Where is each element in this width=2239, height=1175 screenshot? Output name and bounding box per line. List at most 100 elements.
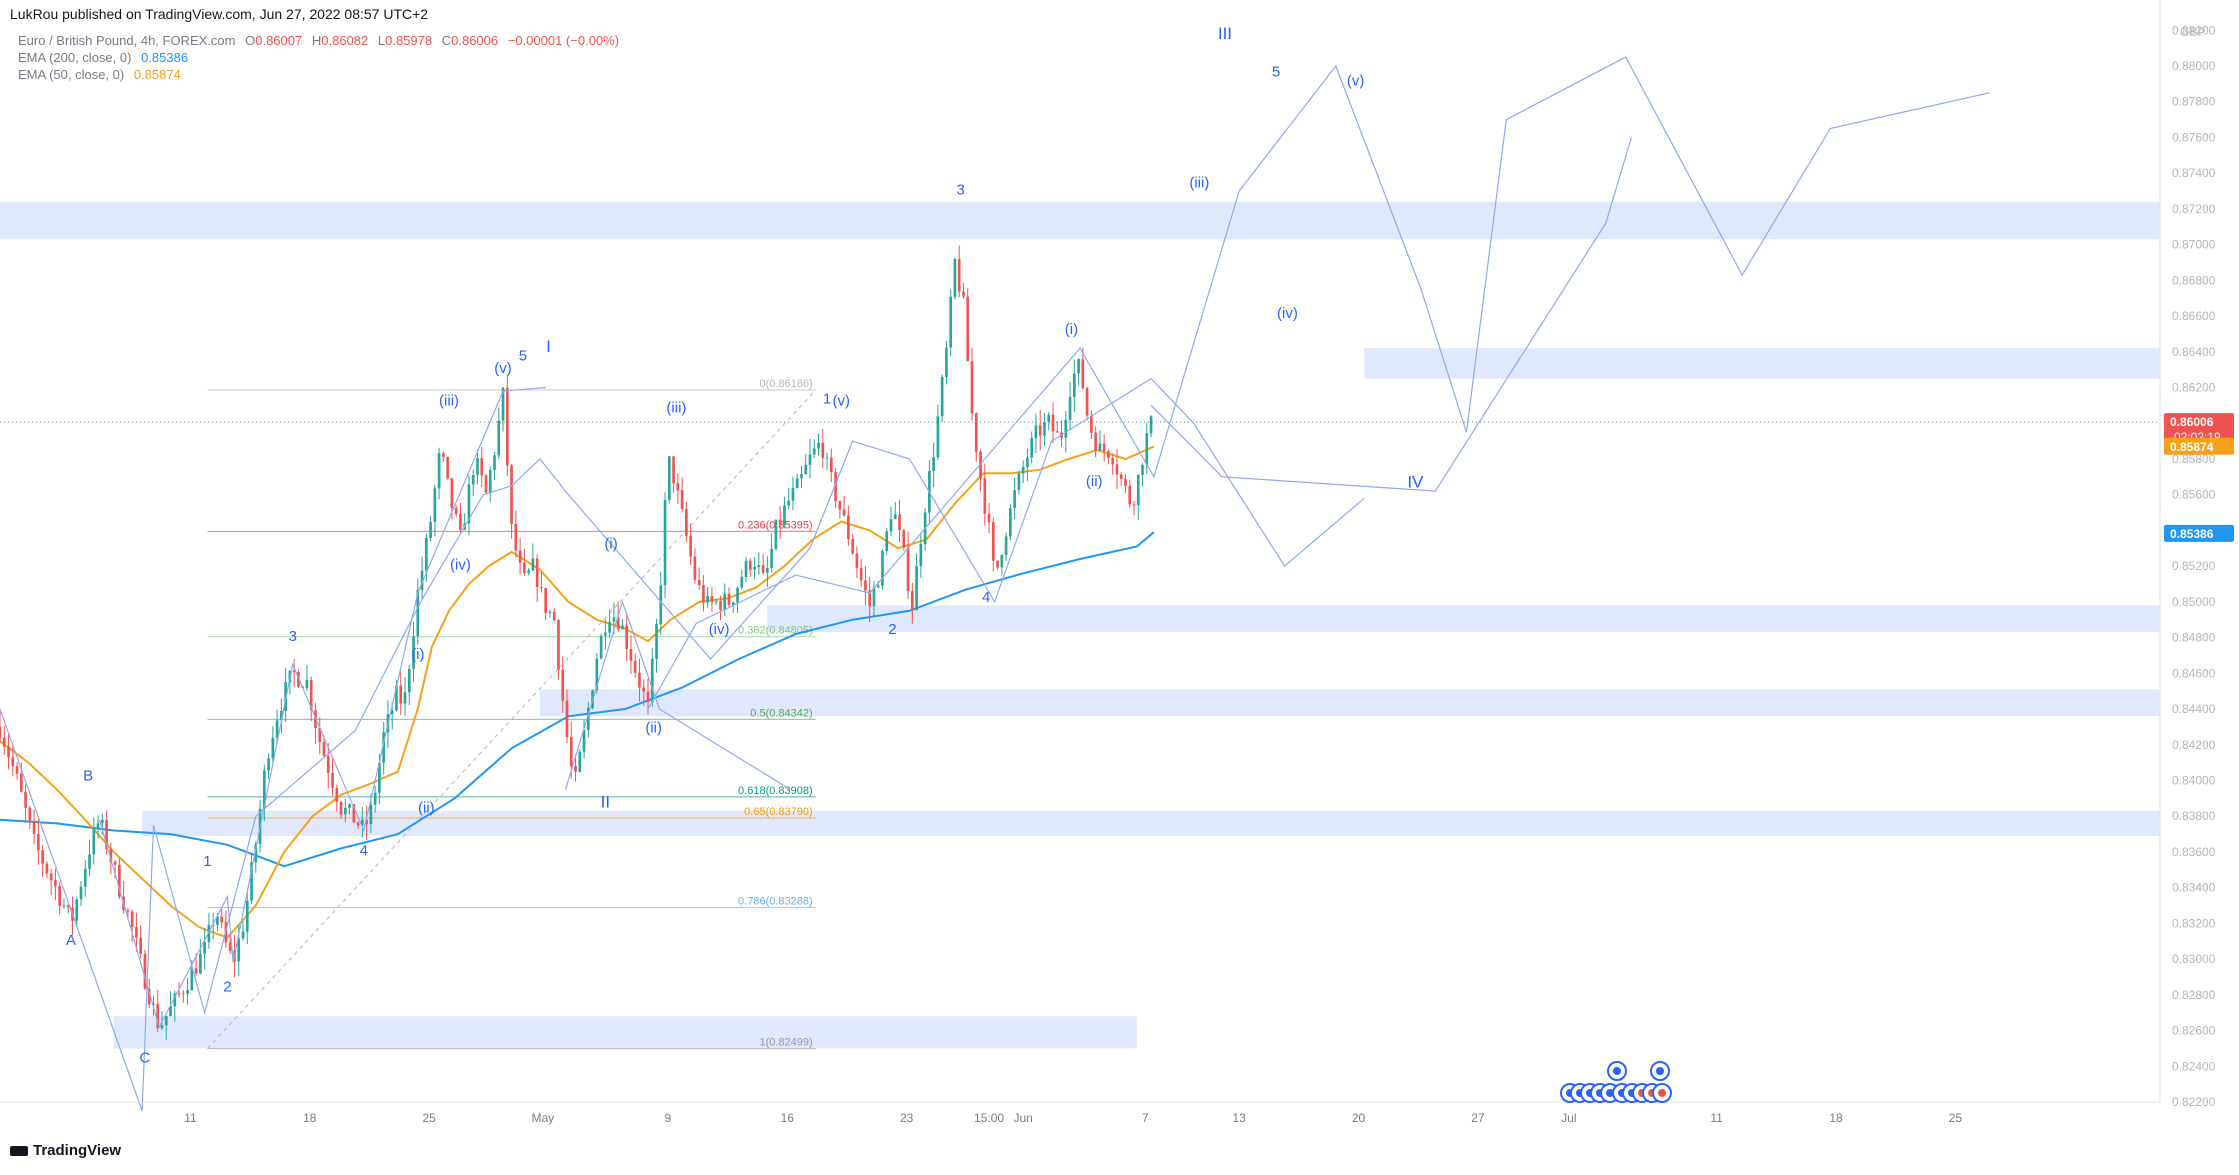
candle-down: [28, 807, 32, 821]
candle-down: [147, 988, 151, 1005]
candle-up: [872, 587, 876, 607]
candle-down: [646, 691, 650, 703]
price-tick-label: 0.84200: [2172, 738, 2216, 752]
candle-down: [838, 501, 842, 510]
price-tag-box: [2164, 437, 2234, 455]
candle-down: [450, 478, 454, 509]
tradingview-logo[interactable]: TradingView: [10, 1142, 121, 1159]
candle-up: [190, 968, 194, 991]
candle-up: [199, 953, 202, 974]
price-tick-label: 0.86600: [2172, 309, 2216, 323]
ema200-legend[interactable]: EMA (200, close, 0) 0.85386: [18, 50, 188, 65]
candle-up: [1064, 419, 1068, 438]
candle-down: [834, 471, 837, 502]
price-axis-bg: [2160, 0, 2239, 1170]
candle-down: [859, 567, 863, 581]
candle-up: [753, 567, 756, 570]
candle-down: [318, 727, 322, 742]
candle-down: [326, 755, 330, 773]
symbol-name: Euro / British Pound, 4h, FOREX.com: [18, 33, 236, 48]
candle-down: [855, 553, 859, 568]
candle-up: [531, 558, 535, 571]
candle-up: [497, 420, 501, 456]
candle-down: [11, 757, 15, 767]
symbol-legend[interactable]: Euro / British Pound, 4h, FOREX.com O0.8…: [18, 33, 619, 48]
wave-label: 3: [956, 182, 964, 199]
price-tick-label: 0.87000: [2172, 238, 2216, 252]
candle-down: [1055, 431, 1059, 433]
time-tick-label: 25: [1949, 1111, 1963, 1125]
event-flag-dot-icon: [1656, 1067, 1664, 1075]
fib-trend-line: [207, 389, 817, 1049]
event-flag-dot-icon: [1658, 1089, 1666, 1097]
candle-down: [987, 513, 991, 523]
candle-down: [505, 387, 509, 466]
candle-down: [442, 453, 445, 457]
candle-down: [130, 911, 134, 927]
candle-down: [523, 562, 526, 574]
candle-up: [774, 519, 778, 549]
wave-label: 5: [519, 348, 527, 365]
ema50-line: [0, 445, 1155, 939]
price-tick-label: 0.84600: [2172, 666, 2216, 680]
candle-down: [719, 601, 722, 611]
ema50-legend[interactable]: EMA (50, close, 0) 0.85874: [18, 67, 181, 82]
candle-down: [143, 953, 147, 989]
candle-up: [373, 792, 377, 805]
candle-down: [1132, 504, 1136, 506]
candle-down: [454, 508, 458, 515]
fib-level-label: 0(0.86186): [759, 378, 812, 390]
candle-down: [633, 660, 637, 673]
fib-level-label: 0.5(0.84342): [750, 707, 812, 719]
candle-up: [1047, 414, 1051, 423]
candle-down: [1102, 443, 1106, 452]
candle-up: [612, 617, 616, 622]
time-tick-label: 18: [1829, 1111, 1843, 1125]
candle-up: [608, 621, 611, 633]
candle-up: [395, 685, 398, 711]
candle-down: [565, 700, 569, 738]
wave-label: 2: [888, 621, 896, 638]
candle-down: [778, 519, 782, 525]
candle-up: [599, 635, 603, 659]
candle-down: [335, 787, 339, 802]
candle-down: [902, 530, 906, 548]
ohlc-high: 0.86082: [321, 33, 369, 48]
candle-down: [535, 558, 539, 588]
candle-down: [676, 483, 680, 491]
price-tag-value: 0.85386: [2170, 527, 2214, 541]
wave-label: (ii): [418, 800, 435, 817]
wave-label: 1: [203, 853, 211, 870]
candle-up: [424, 538, 428, 571]
candle-up: [245, 900, 249, 932]
candle-up: [706, 596, 710, 603]
candle-up: [578, 751, 582, 772]
candle-up: [493, 455, 496, 470]
price-tick-label: 0.83400: [2172, 881, 2216, 895]
candle-down: [616, 617, 620, 630]
candle-up: [804, 464, 808, 475]
candle-down: [41, 850, 44, 864]
candle-down: [761, 565, 765, 573]
wave-path-3: [1150, 137, 1632, 492]
price-tag-value: 0.86006: [2170, 415, 2214, 429]
price-tick-label: 0.86200: [2172, 381, 2216, 395]
sr-zone-0: [0, 201, 2160, 240]
fib-level-label: 0.65(0.83790): [744, 806, 813, 818]
candle-up: [501, 387, 505, 421]
candle-down: [399, 685, 403, 704]
wave-label: I: [546, 337, 551, 356]
wave-label: (i): [411, 646, 424, 663]
candle-down: [697, 579, 701, 586]
ohlc-low: 0.85978: [385, 33, 433, 48]
sr-zone-4: [142, 810, 2161, 836]
candle-up: [812, 448, 816, 455]
candle-up: [305, 679, 309, 688]
candle-down: [7, 746, 10, 758]
candle-down: [352, 804, 356, 823]
time-tick-label: 11: [184, 1111, 197, 1125]
candle-down: [710, 596, 714, 602]
candle-up: [595, 658, 599, 691]
